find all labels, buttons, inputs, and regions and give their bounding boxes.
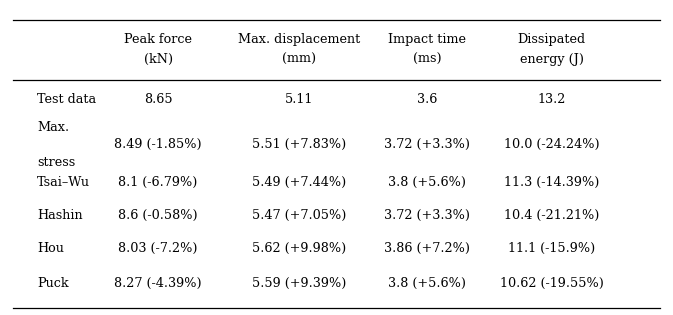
Text: 3.72 (+3.3%): 3.72 (+3.3%)	[384, 209, 470, 222]
Text: Puck: Puck	[37, 277, 69, 290]
Text: 8.49 (-1.85%): 8.49 (-1.85%)	[114, 138, 202, 152]
Text: 5.62 (+9.98%): 5.62 (+9.98%)	[252, 242, 347, 255]
Text: 5.51 (+7.83%): 5.51 (+7.83%)	[252, 138, 347, 152]
Text: 11.3 (-14.39%): 11.3 (-14.39%)	[504, 176, 600, 189]
Text: Max.: Max.	[37, 121, 69, 134]
Text: Impact time: Impact time	[388, 33, 466, 46]
Text: Dissipated: Dissipated	[518, 33, 586, 46]
Text: 8.1 (-6.79%): 8.1 (-6.79%)	[118, 176, 198, 189]
Text: 5.47 (+7.05%): 5.47 (+7.05%)	[252, 209, 347, 222]
Text: (mm): (mm)	[283, 53, 316, 66]
Text: Peak force: Peak force	[124, 33, 192, 46]
Text: 8.6 (-0.58%): 8.6 (-0.58%)	[118, 209, 198, 222]
Text: (ms): (ms)	[413, 53, 441, 66]
Text: Tsai–Wu: Tsai–Wu	[37, 176, 90, 189]
Text: stress: stress	[37, 156, 75, 169]
Text: Test data: Test data	[37, 93, 96, 106]
Text: 3.72 (+3.3%): 3.72 (+3.3%)	[384, 138, 470, 152]
Text: 10.0 (-24.24%): 10.0 (-24.24%)	[504, 138, 600, 152]
Text: 11.1 (-15.9%): 11.1 (-15.9%)	[508, 242, 596, 255]
Text: 8.27 (-4.39%): 8.27 (-4.39%)	[114, 277, 202, 290]
Text: 8.03 (-7.2%): 8.03 (-7.2%)	[118, 242, 198, 255]
Text: 3.6: 3.6	[417, 93, 437, 106]
Text: 3.8 (+5.6%): 3.8 (+5.6%)	[388, 277, 466, 290]
Text: 5.11: 5.11	[285, 93, 314, 106]
Text: 8.65: 8.65	[144, 93, 172, 106]
Text: 10.4 (-21.21%): 10.4 (-21.21%)	[504, 209, 600, 222]
Text: (kN): (kN)	[143, 53, 173, 66]
Text: Max. displacement: Max. displacement	[238, 33, 361, 46]
Text: 10.62 (-19.55%): 10.62 (-19.55%)	[500, 277, 604, 290]
Text: 5.49 (+7.44%): 5.49 (+7.44%)	[252, 176, 347, 189]
Text: energy (J): energy (J)	[520, 53, 584, 66]
Text: Hou: Hou	[37, 242, 64, 255]
Text: 5.59 (+9.39%): 5.59 (+9.39%)	[252, 277, 347, 290]
Text: 3.86 (+7.2%): 3.86 (+7.2%)	[384, 242, 470, 255]
Text: 13.2: 13.2	[538, 93, 566, 106]
Text: Hashin: Hashin	[37, 209, 83, 222]
Text: 3.8 (+5.6%): 3.8 (+5.6%)	[388, 176, 466, 189]
